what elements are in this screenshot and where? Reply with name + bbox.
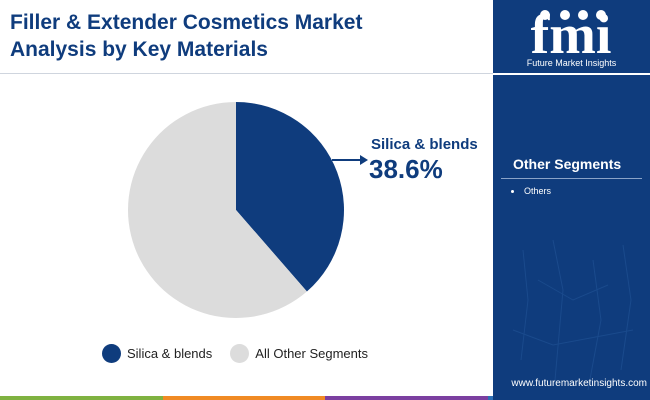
legend-swatch-silica xyxy=(102,343,121,363)
pie-chart xyxy=(127,102,368,318)
bottom-bar-green xyxy=(0,396,163,400)
legend-label-other: All Other Segments xyxy=(255,345,368,361)
legend-label-silica: Silica & blends xyxy=(127,345,213,361)
callout-value: 38.6% xyxy=(369,154,443,184)
header-divider xyxy=(0,73,493,74)
bullet-icon xyxy=(511,189,514,193)
pie-slice-other xyxy=(127,102,307,318)
logo-subtitle: Future Market Insights xyxy=(526,58,617,68)
website-link[interactable]: www.futuremarketinsights.com xyxy=(511,378,647,389)
chart-title-line-1: Filler & Extender Cosmetics Market xyxy=(10,11,363,34)
legend-swatch-other xyxy=(230,343,250,363)
logo-area xyxy=(493,0,650,73)
bottom-bar-purple xyxy=(325,396,488,400)
pie-slice-silica xyxy=(236,102,344,292)
legend-item-other: All Other Segments xyxy=(230,343,368,363)
fmi-logo-icon: fmi xyxy=(531,5,612,57)
callout-arrow-icon xyxy=(360,155,368,165)
bottom-bar-orange xyxy=(162,396,325,400)
sidebar-texture xyxy=(512,239,634,391)
legend-item-silica: Silica & blends xyxy=(102,343,213,363)
other-segments-item: Others xyxy=(511,186,551,196)
sidebar-panel: fmi Future Market Insights Other Segment… xyxy=(493,0,650,400)
chart-title-line-2: Analysis by Key Materials xyxy=(10,38,268,61)
chart-legend: Silica & blends All Other Segments xyxy=(102,342,386,364)
callout-label: Silica & blends xyxy=(371,136,478,153)
chart-title: Filler & Extender Cosmetics Market Analy… xyxy=(10,9,480,63)
other-segments-item-label: Others xyxy=(524,186,552,196)
other-segments-title: Other Segments xyxy=(513,156,622,172)
sidebar-divider xyxy=(493,73,650,75)
other-segments-rule xyxy=(501,178,642,179)
